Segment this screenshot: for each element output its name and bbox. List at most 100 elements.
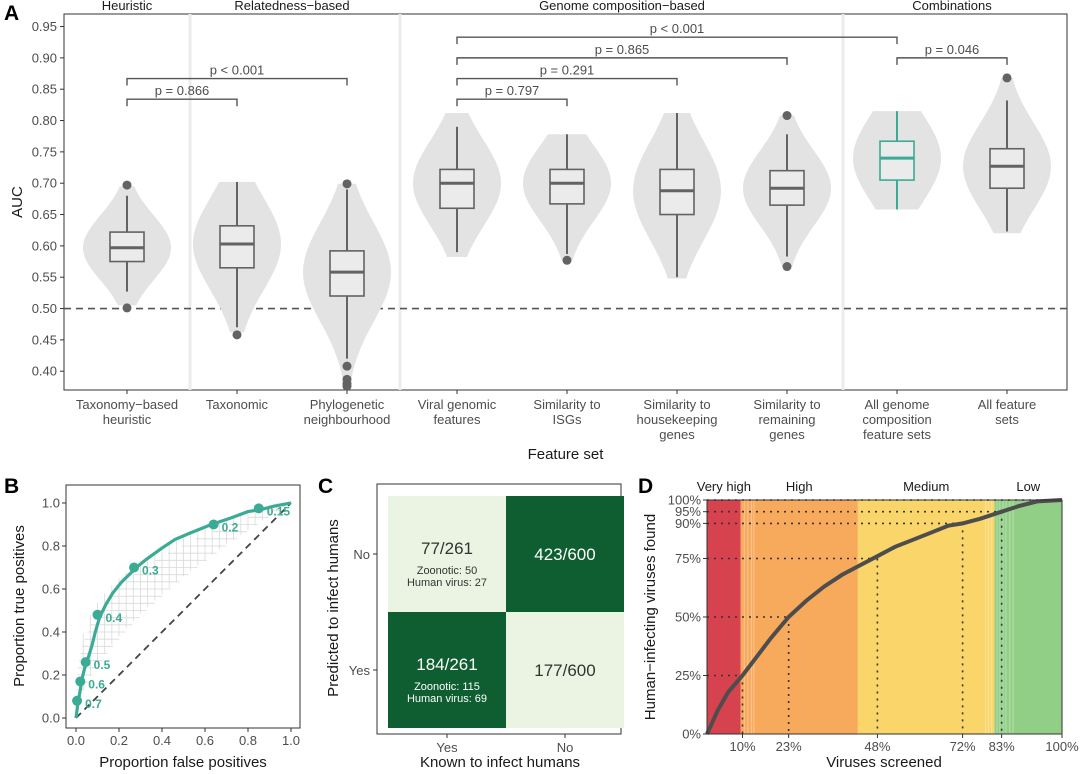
matrix-cell-0 [388,496,506,612]
x-tick-label-6-0: Similarity to [753,397,820,412]
chance-line [75,502,292,719]
outlier-1-0 [232,330,242,340]
y-tick-label-3: 0.6 [42,582,60,597]
y-tick-label-1: 25% [675,668,701,683]
x-tick-label-5-2: genes [659,427,695,442]
matrix-cell-value-1: 423/600 [534,545,595,564]
x-tick-label-1: No [557,740,574,755]
y-tick-label-1: Yes [349,663,371,678]
y-tick-label-9: 0.85 [32,82,57,97]
y-axis-title: Human−infecting viruses found [642,514,659,720]
outlier-0-1 [122,303,132,313]
matrix-cell-value-0: 77/261 [421,539,473,558]
panel-a: A Heuristic Relatedness−based Genome compo… [4,0,1068,463]
comparison-bracket-4 [456,57,788,65]
y-tick-label-6: 0.70 [32,176,57,191]
x-tick-label-0: 0.0 [67,733,85,748]
priority-band-label-1: High [786,479,813,494]
outlier-6-0 [782,111,792,121]
plot-frame [65,484,301,729]
x-tick-label-0: 10% [729,739,755,754]
box-1 [219,225,255,269]
threshold-point-5 [208,519,219,530]
y-tick-label-5: 1.0 [42,496,60,511]
x-tick-label-5-0: Similarity to [643,397,710,412]
threshold-label-6: 0.15 [267,504,291,518]
threshold-point-1 [75,676,86,687]
x-axis-title: Feature set [528,446,605,463]
y-tick-label-10: 0.90 [32,50,57,65]
outlier-8-0 [1002,73,1012,83]
y-tick-label-4: 0.60 [32,238,57,253]
y-tick-label-4: 90% [675,516,701,531]
x-tick-label-0-1: heuristic [103,412,152,427]
threshold-point-4 [129,562,140,573]
discovery-curve [705,498,1063,735]
outlier-0-0 [122,180,132,190]
comparison-bracket-3 [456,77,678,86]
priority-band-label-3: Low [1016,479,1040,494]
threshold-point-2 [80,657,91,668]
matrix-cell-value-3: 177/600 [534,661,595,680]
x-tick-label-3-1: features [434,412,481,427]
matrix-cell-value-2: 184/261 [416,655,477,674]
threshold-label-0: 0.7 [85,697,102,711]
matrix-cell-detail-2-1: Human virus: 69 [407,693,487,705]
comparison-label-5: p < 0.001 [650,21,705,36]
priority-band-label-2: Medium [903,479,949,494]
matrix-cell-detail-0-1: Human virus: 27 [407,577,487,589]
y-axis-title: Proportion true positives [11,525,28,687]
x-tick-label-5: 1.0 [282,733,300,748]
x-tick-label-4-1: ISGs [553,412,582,427]
threshold-point-6 [253,503,264,514]
y-tick-label-4: 0.8 [42,539,60,554]
y-tick-label-0: 0% [682,727,701,742]
comparison-label-2: p = 0.797 [485,83,540,98]
x-tick-label-4: 83% [989,739,1015,754]
y-tick-label-5: 95% [675,504,701,519]
matrix-cell-1 [506,496,624,612]
comparison-bracket-0 [126,98,238,107]
y-tick-label-2: 0.50 [32,301,57,316]
y-tick-label-0: 0.40 [32,364,57,379]
y-tick-label-2: 50% [675,610,701,625]
comparison-bracket-5 [456,36,898,45]
x-axis-title: Proportion false positives [99,754,267,771]
y-tick-label-5: 0.65 [32,207,57,222]
x-tick-label-3: 0.6 [196,733,214,748]
y-axis-title: AUC [9,186,26,218]
y-tick-label-3: 0.55 [32,270,57,285]
outlier-2-1 [342,361,352,371]
x-tick-label-1-0: Taxonomic [206,397,269,412]
x-tick-label-4: 0.8 [239,733,257,748]
x-tick-label-8-0: All feature [978,397,1037,412]
y-tick-label-2: 0.4 [42,625,60,640]
y-tick-label-1: 0.45 [32,332,57,347]
x-tick-label-6-2: genes [769,427,805,442]
box-7 [879,140,915,181]
box-8 [989,147,1025,190]
x-tick-label-4-0: Similarity to [533,397,600,412]
x-tick-label-2-1: neighbourhood [304,412,391,427]
x-tick-label-6-1: remaining [758,412,815,427]
panel-d: D Very high High Medium Low 10% 23% 48% 72% 83% 1… [638,475,1079,771]
x-tick-label-7-1: composition [862,412,931,427]
threshold-label-2: 0.5 [94,658,111,672]
threshold-label-4: 0.3 [142,564,159,578]
x-tick-label-7-0: All genome [864,397,929,412]
threshold-label-3: 0.4 [106,611,123,625]
box-4 [549,168,585,205]
comparison-bracket-2 [456,98,568,107]
panel-a-label: A [4,2,19,25]
y-axis-title: Predicted to infect humans [325,519,342,697]
priority-band-label-0: Very high [697,479,751,494]
comparison-bracket-1 [126,77,348,86]
x-tick-label-5: 100% [1045,739,1079,754]
x-axis-title: Known to infect humans [420,754,580,771]
x-tick-label-3: 72% [950,739,976,754]
y-tick-label-3: 75% [675,551,701,566]
group-label-0: Heuristic [102,0,153,13]
x-tick-label-2: 48% [864,739,890,754]
